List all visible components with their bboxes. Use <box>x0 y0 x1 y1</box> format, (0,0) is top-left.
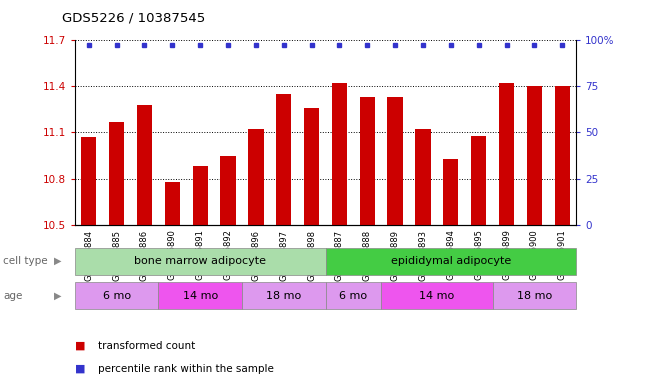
Text: 6 mo: 6 mo <box>339 291 367 301</box>
Text: bone marrow adipocyte: bone marrow adipocyte <box>134 256 266 266</box>
Bar <box>276 94 292 384</box>
Bar <box>75 248 326 275</box>
Text: 18 mo: 18 mo <box>266 291 301 301</box>
Bar <box>471 136 486 384</box>
Text: 14 mo: 14 mo <box>182 291 218 301</box>
Bar <box>137 105 152 384</box>
Bar <box>443 159 458 384</box>
Text: epididymal adipocyte: epididymal adipocyte <box>391 256 511 266</box>
Bar <box>415 129 430 384</box>
Text: percentile rank within the sample: percentile rank within the sample <box>98 364 273 374</box>
Text: ■: ■ <box>75 364 85 374</box>
Bar <box>248 129 264 384</box>
Bar <box>326 282 381 309</box>
Text: ▶: ▶ <box>54 256 62 266</box>
Bar <box>527 86 542 384</box>
Text: 18 mo: 18 mo <box>517 291 552 301</box>
Text: 14 mo: 14 mo <box>419 291 454 301</box>
Bar <box>221 156 236 384</box>
Text: 6 mo: 6 mo <box>103 291 131 301</box>
Bar <box>193 166 208 384</box>
Text: cell type: cell type <box>3 256 48 266</box>
Text: ■: ■ <box>75 341 85 351</box>
Text: transformed count: transformed count <box>98 341 195 351</box>
Text: age: age <box>3 291 23 301</box>
Bar <box>326 248 576 275</box>
Bar <box>499 83 514 384</box>
Bar <box>158 282 242 309</box>
Bar <box>332 83 347 384</box>
Text: GDS5226 / 10387545: GDS5226 / 10387545 <box>62 12 205 25</box>
Bar <box>304 108 319 384</box>
Text: ▶: ▶ <box>54 291 62 301</box>
Bar <box>555 86 570 384</box>
Bar <box>75 282 158 309</box>
Bar <box>359 97 375 384</box>
Bar <box>381 282 493 309</box>
Bar <box>387 97 403 384</box>
Bar <box>81 137 96 384</box>
Bar <box>165 182 180 384</box>
Bar <box>109 122 124 384</box>
Bar <box>493 282 576 309</box>
Bar <box>242 282 326 309</box>
